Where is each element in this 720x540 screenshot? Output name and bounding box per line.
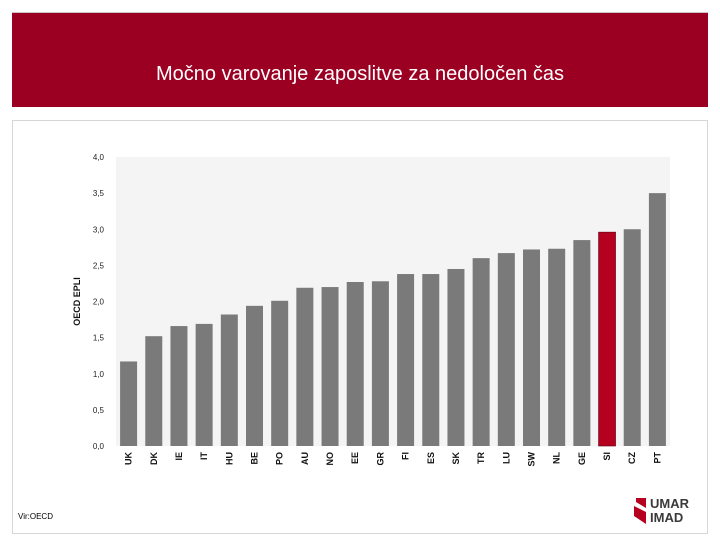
logo-text-umar: UMAR xyxy=(650,496,689,511)
bar-ee xyxy=(346,281,364,446)
bar-ie xyxy=(170,326,188,446)
bar-au xyxy=(296,287,314,446)
x-tick-label-fi: FI xyxy=(401,452,411,460)
y-tick-label: 3,5 xyxy=(93,189,105,198)
slide-title: Močno varovanje zaposlitve za nedoločen … xyxy=(155,63,565,85)
x-tick-label-be: BE xyxy=(250,452,260,465)
bar-sw xyxy=(523,249,540,446)
bar-hu xyxy=(220,314,238,446)
x-tick-label-cz: CZ xyxy=(627,452,637,464)
y-tick-label: 1,5 xyxy=(93,334,105,343)
bar-es xyxy=(422,274,440,446)
source-note: Vir:OECD xyxy=(18,512,53,521)
umar-imad-logo: UMAR IMAD xyxy=(634,496,704,528)
x-tick-label-tr: TR xyxy=(476,452,486,464)
bar-pt xyxy=(648,193,666,446)
y-axis-label: OECD EPLI xyxy=(72,277,82,326)
x-tick-label-no: NO xyxy=(325,452,335,466)
x-tick-label-si: SI xyxy=(602,452,612,461)
logo-mark-icon xyxy=(634,498,646,524)
y-tick-label: 1,0 xyxy=(93,370,105,379)
bar-lu xyxy=(497,253,515,446)
bar-po xyxy=(271,300,289,446)
bar-no xyxy=(321,287,339,446)
bar-it xyxy=(195,323,213,446)
x-tick-label-lu: LU xyxy=(501,452,511,464)
bar-tr xyxy=(472,258,490,446)
x-tick-label-es: ES xyxy=(426,452,436,464)
y-tick-label: 2,0 xyxy=(93,298,105,307)
logo-text-imad: IMAD xyxy=(650,510,684,525)
bar-uk xyxy=(120,361,138,446)
x-tick-label-sk: SK xyxy=(451,452,461,465)
bar-nl xyxy=(548,248,566,446)
y-tick-label: 0,0 xyxy=(93,442,105,451)
bar-si xyxy=(598,231,616,447)
bar-be xyxy=(246,305,263,446)
x-tick-label-hu: HU xyxy=(224,452,234,465)
x-tick-label-au: AU xyxy=(300,452,310,465)
x-tick-label-po: PO xyxy=(275,452,285,465)
y-tick-label: 0,5 xyxy=(93,406,105,415)
x-tick-label-gr: GR xyxy=(375,451,385,465)
y-tick-label: 2,5 xyxy=(93,261,105,270)
bar-sk xyxy=(447,268,465,446)
title-banner: Močno varovanje zaposlitve za nedoločen … xyxy=(12,12,708,107)
x-tick-label-ee: EE xyxy=(350,452,360,464)
x-tick-label-sw: SW xyxy=(527,451,537,466)
x-tick-label-dk: DK xyxy=(149,452,159,465)
bar-gr xyxy=(371,281,389,446)
x-tick-label-it: IT xyxy=(199,451,209,460)
y-tick-label: 4,0 xyxy=(93,153,105,162)
x-tick-label-ie: IE xyxy=(174,452,184,461)
chart-frame xyxy=(12,120,708,534)
bar-ge xyxy=(573,240,591,446)
bar-dk xyxy=(145,336,163,446)
x-tick-label-ge: GE xyxy=(577,452,587,465)
x-tick-label-nl: NL xyxy=(552,452,562,464)
x-tick-label-pt: PT xyxy=(652,452,662,464)
x-tick-label-uk: UK xyxy=(124,452,134,465)
bar-fi xyxy=(397,274,415,446)
y-tick-label: 3,0 xyxy=(93,225,105,234)
bar-cz xyxy=(623,229,641,446)
